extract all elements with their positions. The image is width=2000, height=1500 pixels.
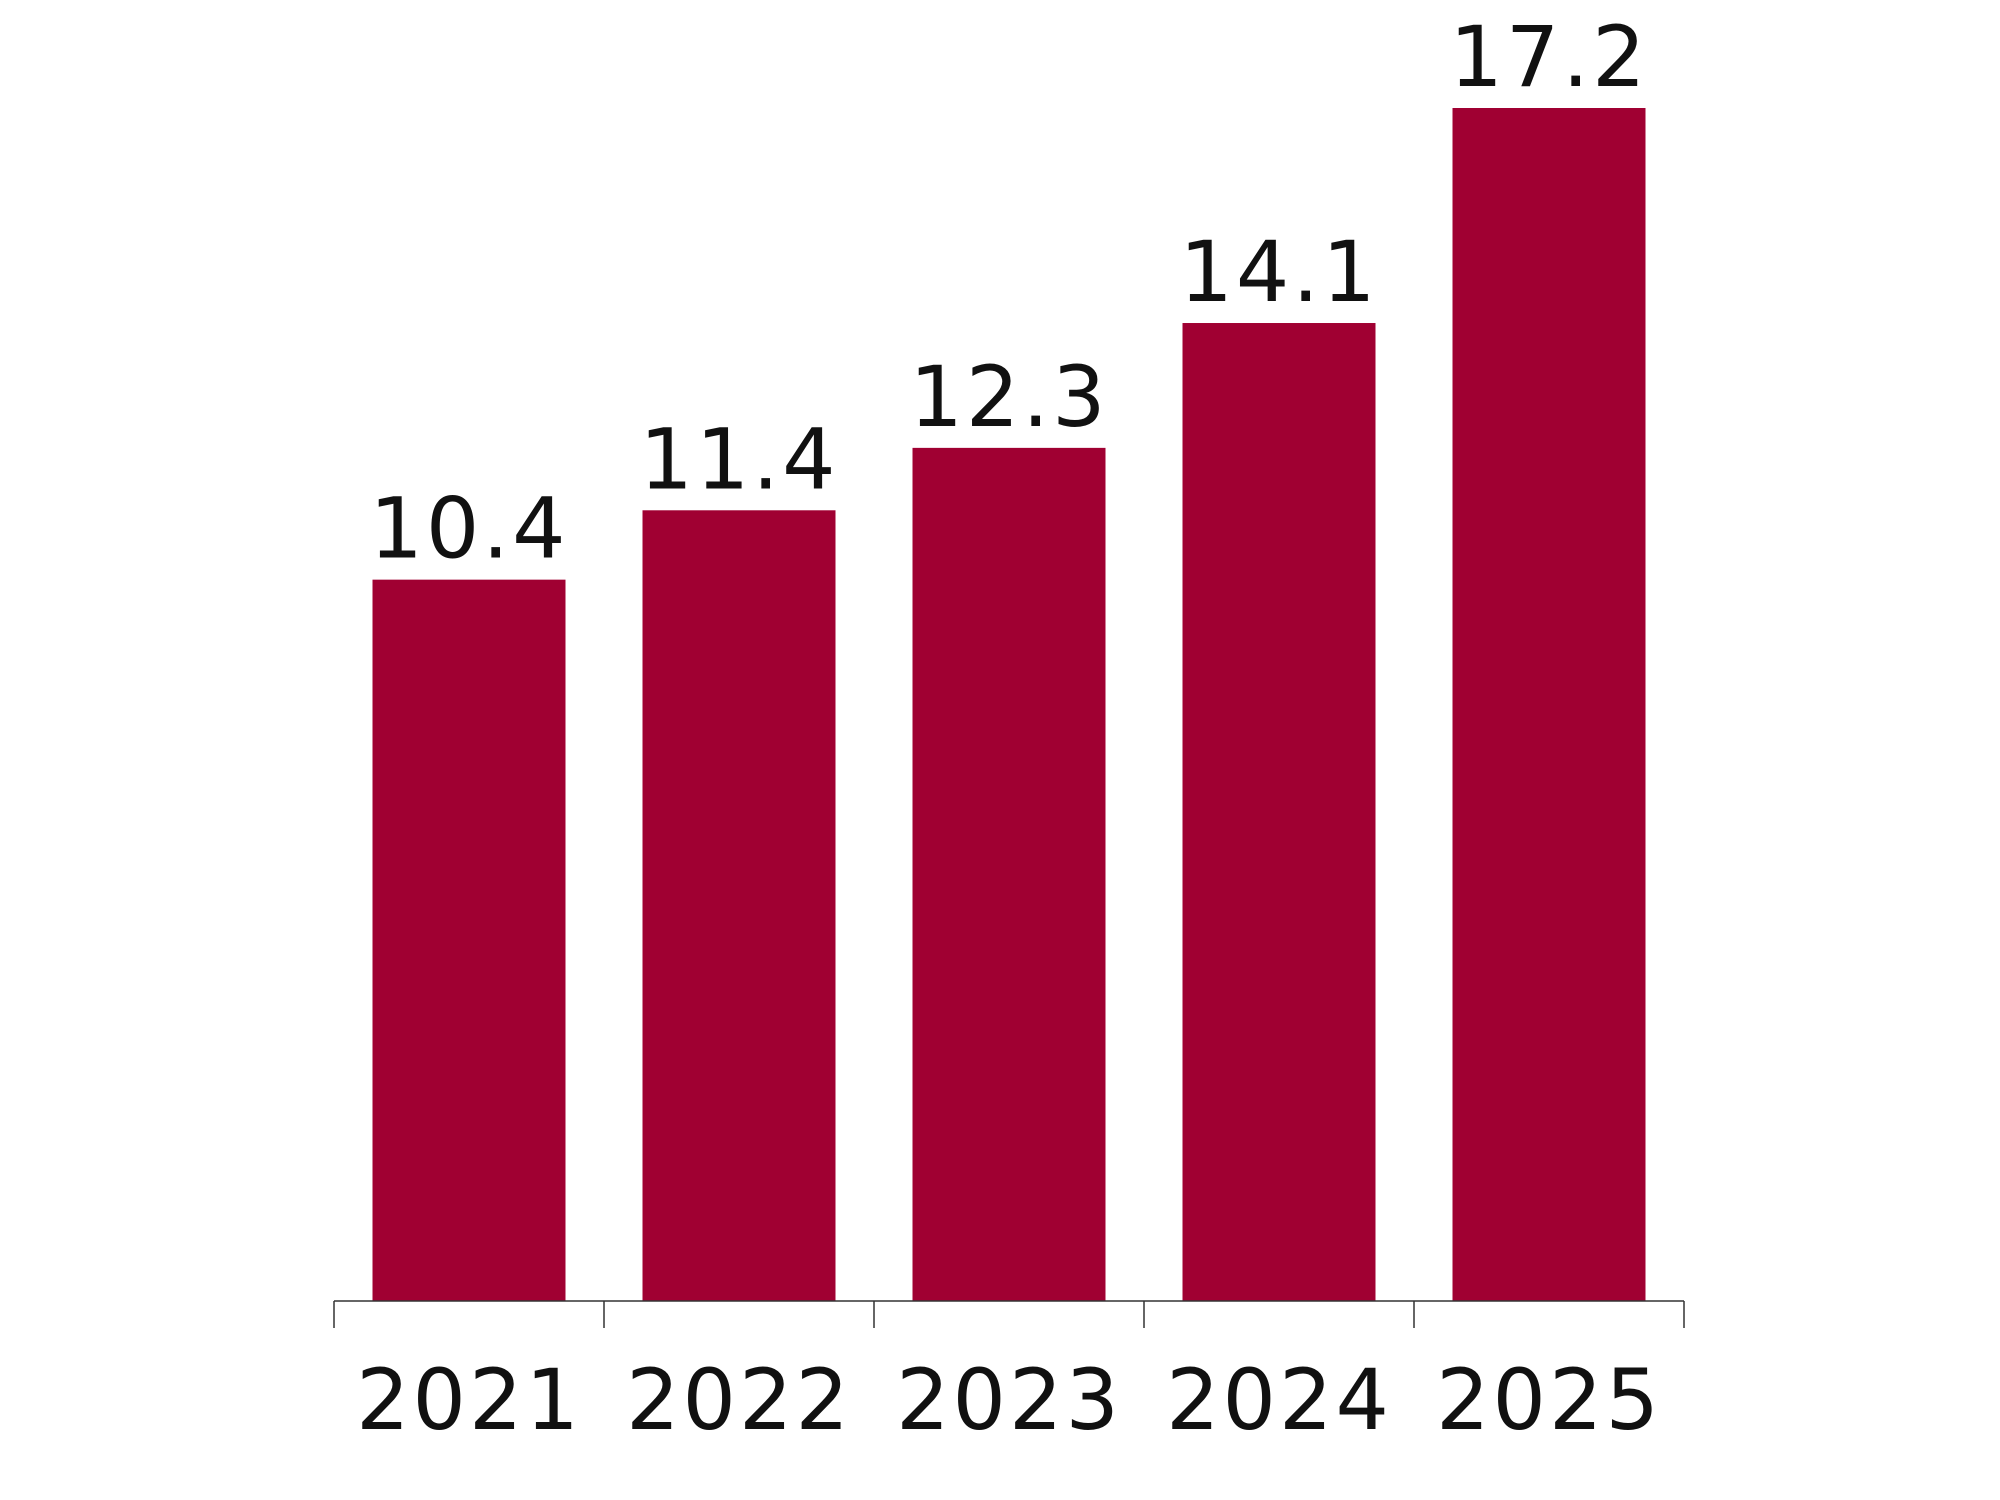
x-tick-label-2025: 2025 (1436, 1351, 1662, 1449)
x-tick-label-2021: 2021 (356, 1351, 582, 1449)
bar-2025 (1452, 108, 1646, 1301)
value-labels-group: 10.4 11.4 12.3 14.1 17.2 (369, 8, 1648, 578)
bar-2024 (1182, 323, 1376, 1301)
value-label-2024: 14.1 (1179, 223, 1378, 321)
x-tick-label-2024: 2024 (1166, 1351, 1392, 1449)
bar-2022 (642, 510, 836, 1301)
value-label-2025: 17.2 (1449, 8, 1648, 106)
x-tick-label-2022: 2022 (626, 1351, 852, 1449)
value-label-2023: 12.3 (909, 348, 1108, 446)
value-label-2021: 10.4 (369, 480, 568, 578)
x-tick-labels-group: 2021 2022 2023 2024 2025 (356, 1351, 1662, 1449)
bars-group (372, 108, 1646, 1301)
value-label-2022: 11.4 (639, 410, 838, 508)
bar-2023 (912, 447, 1106, 1301)
x-tick-label-2023: 2023 (896, 1351, 1122, 1449)
x-axis (333, 1300, 1685, 1328)
bar-2021 (372, 579, 566, 1301)
